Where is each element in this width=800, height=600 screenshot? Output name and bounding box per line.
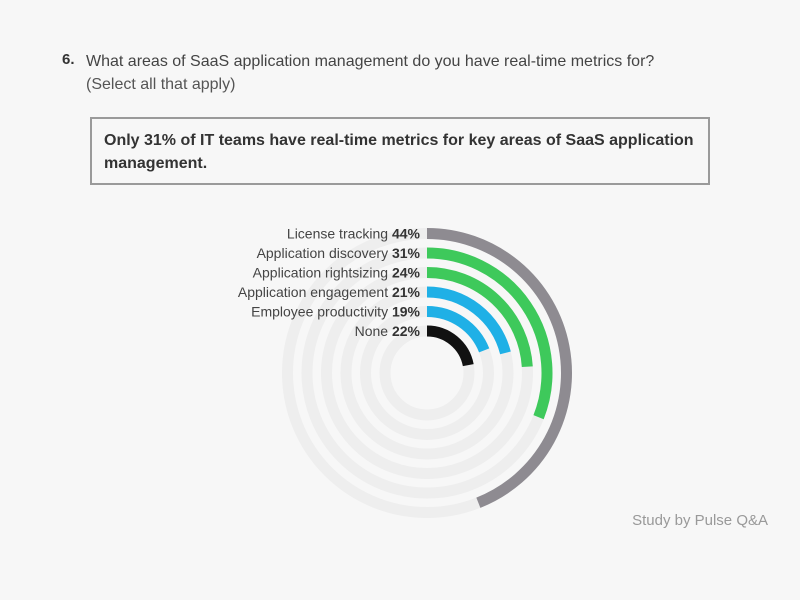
- bar-none: [426, 325, 474, 367]
- category-label: Application discovery 31%: [257, 245, 421, 261]
- question-line-1: What areas of SaaS application managemen…: [86, 53, 655, 70]
- category-name: Application discovery: [257, 245, 392, 261]
- category-value: 21%: [392, 284, 421, 300]
- bars: [426, 228, 572, 508]
- category-value: 44%: [392, 226, 421, 242]
- category-label: Application engagement 21%: [238, 284, 421, 300]
- question-number: 6.: [62, 51, 75, 68]
- bar-application-rightsizing: [426, 267, 533, 368]
- category-value: 22%: [392, 323, 421, 339]
- bar-employee-productivity: [426, 306, 490, 353]
- key-finding-callout: Only 31% of IT teams have real-time metr…: [90, 117, 710, 185]
- category-value: 31%: [392, 245, 421, 261]
- category-name: Employee productivity: [251, 304, 392, 320]
- category-label: Employee productivity 19%: [251, 304, 420, 320]
- category-value: 24%: [392, 265, 421, 281]
- category-label: None 22%: [355, 323, 421, 339]
- bar-application-discovery: [426, 247, 553, 420]
- bar-application-engagement: [426, 286, 511, 355]
- labels: License tracking 44%Application discover…: [238, 226, 421, 340]
- category-name: None: [355, 323, 392, 339]
- category-name: Application engagement: [238, 284, 392, 300]
- bar-license-tracking: [426, 228, 572, 508]
- category-name: License tracking: [287, 226, 392, 242]
- category-label: License tracking 44%: [287, 226, 421, 242]
- category-label: Application rightsizing 24%: [253, 265, 421, 281]
- question-line-2: (Select all that apply): [86, 76, 236, 93]
- source-credit: Study by Pulse Q&A: [632, 512, 768, 529]
- category-value: 19%: [392, 304, 421, 320]
- question-text: What areas of SaaS application managemen…: [86, 50, 746, 96]
- category-name: Application rightsizing: [253, 265, 392, 281]
